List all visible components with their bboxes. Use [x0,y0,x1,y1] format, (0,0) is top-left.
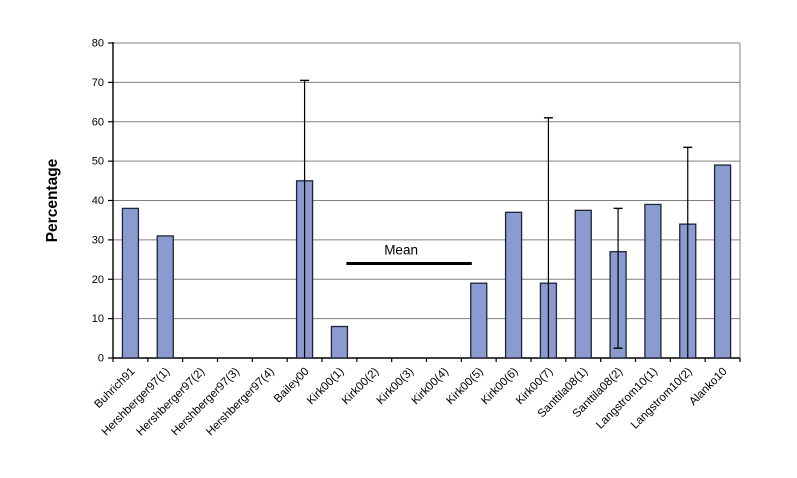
y-axis-title: Percentage [44,158,61,242]
x-category-label: Kirk00(6) [479,366,521,408]
y-tick-label: 10 [92,313,104,325]
bar-Buhrich91 [121,207,140,359]
x-category-label: Kirk00(4) [410,366,452,408]
x-category-label: Kirk00(3) [375,366,417,408]
y-tick-label: 30 [92,234,104,246]
bar-Kirk00(5) [470,282,488,359]
y-tick-label: 40 [92,195,104,207]
bar-Langstrom10(1) [644,203,662,359]
bar-Kirk00(1) [330,325,349,359]
y-tick-label: 70 [92,77,104,89]
x-category-label: Langstrom10(1) [594,366,660,432]
bar-Santtila08(1) [574,209,592,359]
y-tick-label: 50 [92,156,104,168]
bar-Hershberger97(1) [156,235,174,359]
x-category-label: Alanko10 [687,366,729,408]
x-category-label: Kirk00(1) [305,366,347,408]
x-category-label: Langstrom10(2) [629,366,695,432]
y-tick-label: 0 [98,353,104,365]
y-tick-label: 80 [92,38,104,50]
y-tick-label: 20 [92,274,104,286]
x-category-label: Kirk00(5) [444,366,486,408]
y-tick-label: 60 [92,116,104,128]
mean-label: Mean [384,243,418,258]
x-category-label: Kirk00(2) [340,366,382,408]
bar-Kirk00(6) [504,211,523,359]
x-category-label: Hershberger97(4) [204,366,277,439]
bar-Alanko10 [713,164,732,359]
